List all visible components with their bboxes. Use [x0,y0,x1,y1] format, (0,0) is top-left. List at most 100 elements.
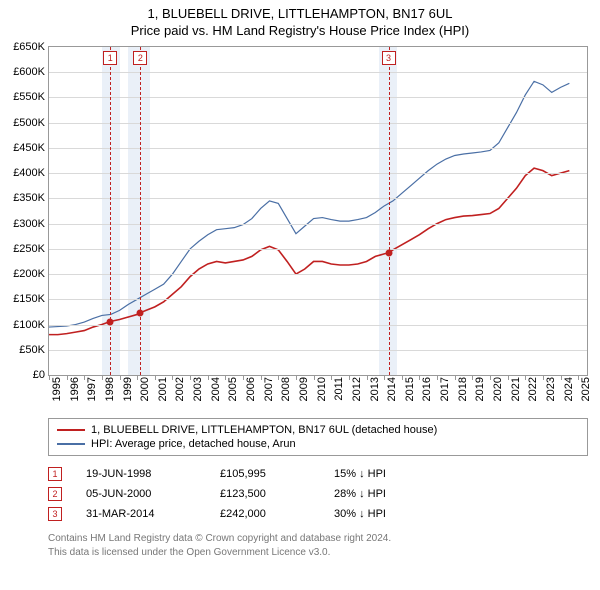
sale-row: 1 19-JUN-1998 £105,995 15% ↓ HPI [48,464,588,484]
gridline [49,97,587,98]
y-axis-label: £300K [13,218,49,230]
x-axis-label: 2023 [543,375,557,401]
sale-row-delta: 15% ↓ HPI [334,468,424,480]
gridline [49,299,587,300]
x-axis-label: 2021 [508,375,522,401]
x-axis-label: 2003 [190,375,204,401]
gridline [49,224,587,225]
y-axis-label: £0 [33,369,49,381]
sale-row-marker: 2 [48,487,62,501]
y-axis-label: £500K [13,117,49,129]
y-axis-label: £400K [13,167,49,179]
x-axis-label: 2000 [137,375,151,401]
legend-row: HPI: Average price, detached house, Arun [57,437,579,451]
sale-row-date: 05-JUN-2000 [86,488,196,500]
x-axis-label: 2011 [331,375,345,401]
gridline [49,249,587,250]
sale-row-price: £105,995 [220,468,310,480]
y-axis-label: £250K [13,243,49,255]
x-axis-label: 1995 [49,375,63,401]
sale-point [107,318,114,325]
sale-row-delta: 28% ↓ HPI [334,488,424,500]
plot-area: £0£50K£100K£150K£200K£250K£300K£350K£400… [48,46,588,376]
series-property [49,168,569,335]
legend-label: HPI: Average price, detached house, Arun [91,438,296,450]
chart-titles: 1, BLUEBELL DRIVE, LITTLEHAMPTON, BN17 6… [0,0,600,38]
x-axis-label: 2002 [172,375,186,401]
x-axis-label: 1998 [102,375,116,401]
series-hpi [49,81,569,327]
gridline [49,325,587,326]
legend-row: 1, BLUEBELL DRIVE, LITTLEHAMPTON, BN17 6… [57,423,579,437]
x-axis-label: 2009 [296,375,310,401]
y-axis-label: £50K [19,344,49,356]
sale-point [385,249,392,256]
x-axis-label: 2010 [314,375,328,401]
sale-marker: 1 [103,51,117,65]
y-axis-label: £600K [13,66,49,78]
x-axis-label: 2001 [155,375,169,401]
x-axis-label: 2007 [261,375,275,401]
sale-row-date: 31-MAR-2014 [86,508,196,520]
gridline [49,72,587,73]
x-axis-label: 2018 [455,375,469,401]
x-axis-label: 2012 [349,375,363,401]
x-axis-label: 2006 [243,375,257,401]
chart-container: 1, BLUEBELL DRIVE, LITTLEHAMPTON, BN17 6… [0,0,600,559]
sale-row-date: 19-JUN-1998 [86,468,196,480]
sale-vline [110,47,111,375]
sale-marker: 2 [133,51,147,65]
y-axis-label: £350K [13,192,49,204]
gridline [49,350,587,351]
x-axis-label: 2015 [402,375,416,401]
x-axis-label: 2024 [561,375,575,401]
y-axis-label: £650K [13,41,49,53]
y-axis-label: £450K [13,142,49,154]
x-axis-label: 1997 [84,375,98,401]
legend-swatch [57,429,85,431]
sale-vline [140,47,141,375]
gridline [49,148,587,149]
gridline [49,123,587,124]
legend-label: 1, BLUEBELL DRIVE, LITTLEHAMPTON, BN17 6… [91,424,437,436]
footer-line: This data is licensed under the Open Gov… [48,546,588,560]
sale-row-price: £123,500 [220,488,310,500]
attribution-footer: Contains HM Land Registry data © Crown c… [48,532,588,559]
x-axis-label: 2016 [419,375,433,401]
x-axis-label: 2008 [278,375,292,401]
y-axis-label: £550K [13,91,49,103]
legend-swatch [57,443,85,445]
sale-marker: 3 [382,51,396,65]
y-axis-label: £200K [13,268,49,280]
gridline [49,274,587,275]
x-axis-label: 2013 [367,375,381,401]
x-axis-label: 2019 [472,375,486,401]
x-axis-label: 2022 [525,375,539,401]
x-axis-label: 2025 [578,375,592,401]
sale-row-delta: 30% ↓ HPI [334,508,424,520]
sale-row-marker: 1 [48,467,62,481]
chart-subtitle: Price paid vs. HM Land Registry's House … [0,23,600,38]
sales-table: 1 19-JUN-1998 £105,995 15% ↓ HPI 2 05-JUN-200… [48,464,588,524]
chart-title: 1, BLUEBELL DRIVE, LITTLEHAMPTON, BN17 6… [0,6,600,21]
footer-line: Contains HM Land Registry data © Crown c… [48,532,588,546]
gridline [49,198,587,199]
sale-row-price: £242,000 [220,508,310,520]
sale-point [137,309,144,316]
x-axis-label: 2004 [208,375,222,401]
x-axis-label: 1999 [120,375,134,401]
y-axis-label: £150K [13,293,49,305]
legend: 1, BLUEBELL DRIVE, LITTLEHAMPTON, BN17 6… [48,418,588,456]
x-axis-label: 2014 [384,375,398,401]
sale-row-marker: 3 [48,507,62,521]
line-series-svg [49,47,587,375]
sale-vline [389,47,390,375]
sale-row: 3 31-MAR-2014 £242,000 30% ↓ HPI [48,504,588,524]
x-axis-label: 2020 [490,375,504,401]
sale-row: 2 05-JUN-2000 £123,500 28% ↓ HPI [48,484,588,504]
x-axis-label: 1996 [67,375,81,401]
x-axis-label: 2017 [437,375,451,401]
x-axis-label: 2005 [225,375,239,401]
gridline [49,173,587,174]
y-axis-label: £100K [13,319,49,331]
